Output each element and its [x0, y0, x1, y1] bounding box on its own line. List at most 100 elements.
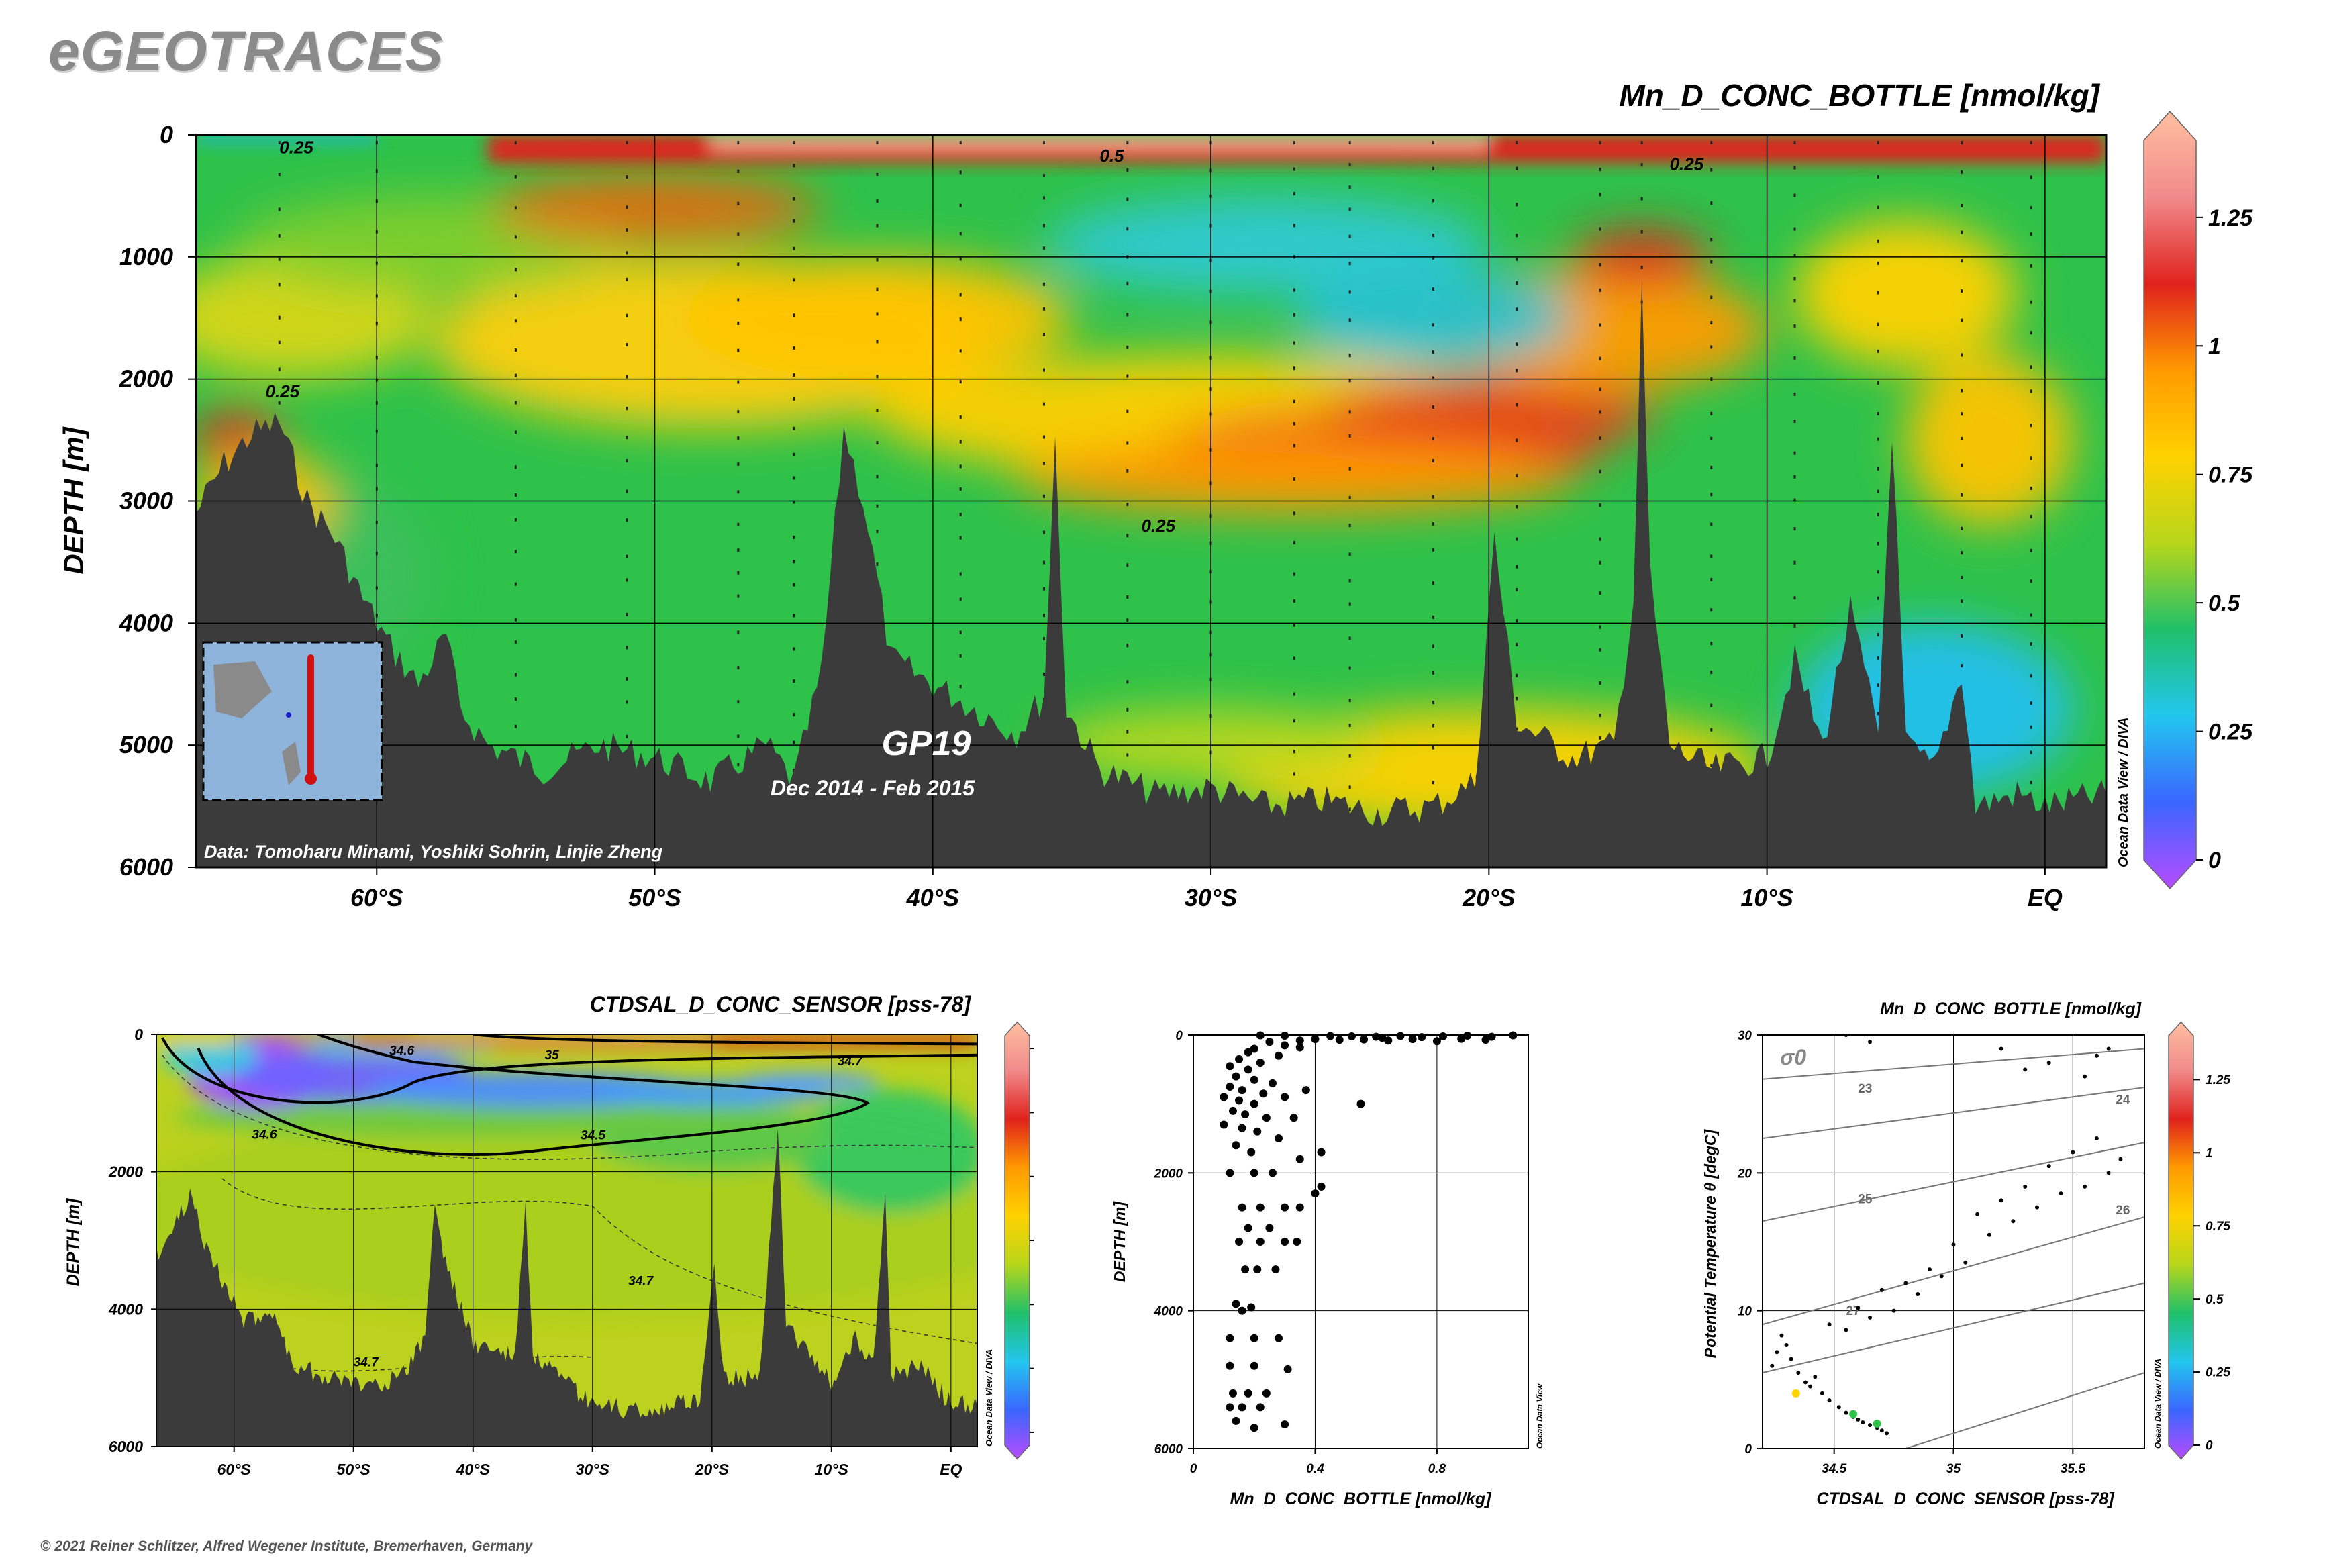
sample-mark: [1432, 234, 1434, 238]
sample-mark: [1710, 168, 1713, 172]
x-axis-tick-label: 10°S: [1740, 884, 1793, 912]
sample-mark: [1877, 489, 1879, 493]
sample-mark: [1043, 435, 1046, 439]
colorbar-tick-label: 0.5: [2208, 591, 2240, 616]
sample-mark: [959, 257, 962, 261]
data-point: [1975, 1212, 1980, 1216]
sample-mark: [737, 700, 740, 704]
sample-mark: [793, 141, 795, 145]
sample-mark: [1640, 265, 1643, 269]
sample-mark: [278, 315, 281, 320]
sample-mark: [514, 582, 517, 586]
sample-mark: [1516, 697, 1518, 701]
surface-peak: [710, 135, 1489, 149]
sample-mark: [1793, 299, 1796, 303]
sample-mark: [737, 594, 740, 598]
sample-mark: [737, 548, 740, 552]
y-axis-tick-label: 0: [1744, 1442, 1752, 1457]
sample-mark: [1126, 618, 1129, 622]
sample-mark: [1043, 614, 1046, 618]
contour-label: 34.5: [581, 1129, 605, 1143]
sample-mark: [793, 647, 795, 651]
y-axis-tick-label: 0: [134, 1026, 143, 1043]
sample-mark: [1599, 560, 1601, 565]
sample-mark: [1516, 307, 1518, 311]
data-point: [1244, 1048, 1252, 1057]
x-axis-tick-label: 10°S: [815, 1461, 849, 1478]
sample-mark: [626, 343, 628, 347]
sample-mark: [959, 630, 962, 634]
sample-mark: [514, 618, 517, 622]
data-point: [1999, 1046, 2003, 1051]
sample-mark: [1348, 207, 1351, 211]
data-point: [1884, 1431, 1889, 1436]
sample-mark: [1293, 511, 1295, 516]
isopycnal-label: 23: [1858, 1082, 1872, 1096]
sample-mark: [959, 170, 962, 175]
sample-mark: [2030, 515, 2032, 519]
sample-mark: [737, 348, 740, 352]
data-point: [2011, 1219, 2016, 1224]
data-point: [1360, 1035, 1369, 1044]
salinity-section-plot: 34.6 35 34.7 34.5 34.6 34.7 34.7 0 2000 4000 6000 6…: [64, 992, 1034, 1478]
sample-mark: [793, 560, 795, 564]
sample-mark: [1877, 633, 1879, 637]
sample-mark: [1043, 141, 1046, 145]
data-point: [1891, 1308, 1896, 1313]
data-point: [1244, 1065, 1252, 1074]
y-axis-tick-label: 4000: [1154, 1305, 1183, 1319]
contour-label: 35: [545, 1048, 560, 1063]
data-point: [1275, 1051, 1283, 1060]
sample-mark: [1640, 163, 1643, 167]
data-point: [1418, 1033, 1426, 1042]
sample-mark: [1293, 192, 1295, 196]
data-point: [1250, 1334, 1258, 1342]
sample-mark: [514, 401, 517, 405]
surface-low: [196, 135, 377, 142]
sample-mark: [1516, 203, 1518, 207]
sample-mark: [1793, 193, 1796, 197]
data-point: [1250, 1424, 1258, 1432]
data-point: [1295, 1043, 1304, 1052]
sample-mark: [876, 375, 879, 379]
contour-label: 34.7: [628, 1275, 654, 1289]
y-axis-tick-label: 20: [1737, 1167, 1752, 1181]
sample-mark: [626, 228, 628, 232]
data-point: [1999, 1198, 2003, 1203]
sample-mark: [1126, 141, 1129, 145]
sample-mark: [1432, 781, 1434, 785]
sample-mark: [793, 614, 795, 618]
sample-mark: [1877, 467, 1879, 471]
sample-mark: [1293, 141, 1295, 145]
sample-mark: [737, 436, 740, 440]
salinity-field: 34.6 35 34.7 34.5 34.6 34.7 34.7: [156, 1034, 977, 1447]
sample-mark: [1293, 341, 1295, 345]
data-point: [1856, 1417, 1861, 1422]
sample-mark: [1516, 141, 1518, 145]
sample-mark: [2030, 331, 2032, 335]
data-point: [1791, 1389, 1800, 1398]
y-axis-tick-label: 0: [160, 121, 173, 148]
data-point: [1356, 1099, 1365, 1108]
data-point: [1281, 1420, 1289, 1429]
sample-mark: [1599, 714, 1601, 718]
sample-mark: [1710, 436, 1713, 440]
data-point: [1463, 1032, 1472, 1040]
data-point: [1281, 1238, 1289, 1246]
data-point: [1256, 1238, 1265, 1246]
data-point: [1784, 1343, 1789, 1347]
sample-mark: [1432, 724, 1434, 728]
sample-mark: [1126, 197, 1129, 201]
data-point: [1268, 1079, 1277, 1087]
data-point: [1311, 1189, 1320, 1198]
data-point: [1779, 1333, 1784, 1338]
sample-mark: [1599, 469, 1601, 473]
data-point: [2083, 1074, 2087, 1079]
sample-mark: [876, 504, 879, 508]
data-point: [1275, 1134, 1283, 1142]
data-point: [1879, 1287, 1884, 1292]
sample-mark: [626, 436, 628, 440]
sample-mark: [876, 199, 879, 203]
sample-mark: [737, 262, 740, 266]
sample-mark: [514, 518, 517, 522]
